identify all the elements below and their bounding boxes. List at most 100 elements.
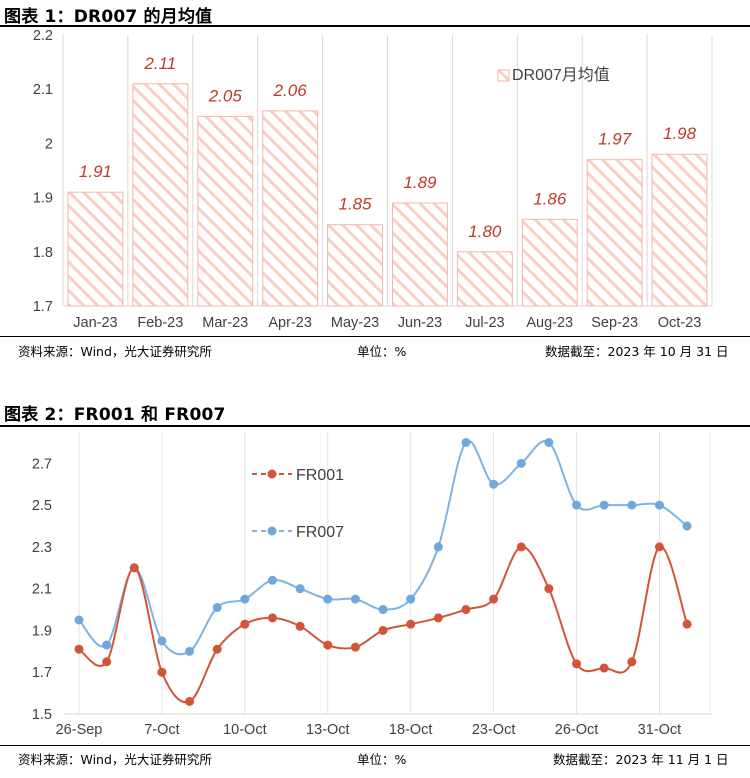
- chart1-source: 资料来源：Wind，光大证券研究所: [18, 344, 212, 359]
- chart1-bar: [262, 110, 319, 307]
- chart2-point-fr001: [433, 613, 443, 623]
- chart1-bottom-rule: [0, 336, 750, 337]
- chart2-legend-marker: [267, 526, 277, 536]
- chart2-unit: 单位：%: [357, 752, 407, 767]
- chart1-y-tick: 2.2: [33, 28, 53, 44]
- chart2-point-fr007: [185, 646, 195, 656]
- chart1-x-tick: Oct-23: [658, 315, 702, 331]
- chart2-y-tick: 1.9: [32, 623, 52, 639]
- chart1-data-label: 1.97: [598, 130, 632, 149]
- chart2-legend-marker: [267, 469, 277, 479]
- chart2-point-fr007: [572, 500, 582, 510]
- chart2-point-fr007: [682, 521, 692, 531]
- chart2-point-fr001: [654, 542, 664, 552]
- chart1-legend-label: DR007月均值: [512, 66, 610, 84]
- chart2-point-fr001: [627, 657, 637, 667]
- chart1-top-rule: [0, 25, 750, 27]
- chart1-y-tick: 1.7: [33, 299, 53, 315]
- chart1-y-tick: 2.1: [33, 82, 53, 98]
- chart2-point-fr007: [378, 605, 388, 615]
- chart2-legend: FR001 FR007: [252, 467, 344, 541]
- chart1-data-label: 1.86: [533, 189, 567, 208]
- chart2-x-tick: 26-Sep: [56, 722, 103, 738]
- chart1-bar: [197, 115, 254, 307]
- chart2-x-tick: 18-Oct: [389, 722, 433, 738]
- chart2-line-chart: 1.5 1.7 1.9 2.1 2.3 2.5 2.7 26-Sep 7-Oct 10-Oct 1…: [32, 432, 712, 738]
- chart1-bar-chart: 1.91 2.11 2.05 2.06 1.85 1.89 1.80 1.86 1.97 1.98…: [33, 28, 713, 331]
- chart1-legend: DR007月均值: [497, 66, 610, 84]
- chart2-legend-label: FR007: [296, 524, 344, 541]
- chart2-point-fr001: [516, 542, 526, 552]
- chart2-point-fr001: [461, 605, 471, 615]
- chart2-y-tick: 1.7: [32, 665, 52, 681]
- chart2-point-fr001: [267, 613, 277, 623]
- chart2-y-tick: 2.5: [32, 498, 52, 514]
- chart1-legend-swatch: [497, 69, 510, 82]
- chart2-x-tick: 26-Oct: [555, 722, 599, 738]
- chart1-x-tick: Feb-23: [137, 315, 183, 331]
- chart1-bar: [651, 153, 708, 307]
- chart2-point-fr007: [212, 602, 222, 612]
- chart1-y-tick: 2: [45, 136, 53, 152]
- chart1-y-tick: 1.9: [33, 191, 53, 207]
- chart1-x-tick: Jul-23: [465, 315, 505, 331]
- chart2-point-fr007: [599, 500, 609, 510]
- chart2-series-line-fr001: [78, 545, 689, 704]
- chart2-source: 资料来源：Wind，光大证券研究所: [18, 752, 212, 767]
- chart2-point-fr001: [378, 625, 388, 635]
- chart2-series-line-fr007: [78, 440, 688, 656]
- chart2-x-tick: 10-Oct: [223, 722, 267, 738]
- chart2-point-fr001: [212, 644, 222, 654]
- chart2-point-fr007: [102, 640, 112, 650]
- chart1-unit: 单位：%: [357, 344, 407, 359]
- chart1-x-tick: Aug-23: [526, 315, 573, 331]
- chart2-point-fr001: [157, 667, 167, 677]
- chart2-point-fr007: [516, 458, 526, 468]
- chart2-point-fr001: [406, 619, 416, 629]
- chart1-bar: [521, 218, 578, 307]
- chart2-legend-label: FR001: [296, 467, 344, 484]
- chart2-y-tick: 2.1: [32, 582, 52, 598]
- chart2-point-fr007: [350, 594, 360, 604]
- chart2-point-fr001: [129, 563, 139, 573]
- chart2-point-fr007: [627, 500, 637, 510]
- chart1-data-label: 1.80: [468, 222, 502, 241]
- chart2-point-fr001: [185, 696, 195, 706]
- chart1-x-tick: Mar-23: [202, 315, 248, 331]
- chart2-point-fr001: [599, 663, 609, 673]
- chart1-bar: [132, 83, 189, 307]
- chart1-x-tick: Sep-23: [591, 315, 638, 331]
- chart2-y-tick: 2.7: [32, 456, 52, 472]
- chart2-x-tick: 23-Oct: [472, 722, 516, 738]
- chart1-data-label: 1.91: [79, 162, 112, 181]
- chart2-point-fr001: [544, 584, 554, 594]
- chart2-date: 数据截至：2023 年 11 月 1 日: [553, 752, 729, 767]
- chart2-point-fr007: [267, 575, 277, 585]
- chart1-x-tick: May-23: [331, 315, 379, 331]
- chart2-title: 图表 2：FR001 和 FR007: [4, 405, 226, 425]
- chart2-point-fr007: [489, 479, 499, 489]
- chart2-point-fr007: [157, 636, 167, 646]
- chart2-x-tick: 13-Oct: [306, 722, 350, 738]
- chart2-point-fr007: [74, 615, 84, 625]
- chart2-point-fr007: [295, 584, 305, 594]
- chart1-data-label: 2.06: [273, 81, 308, 100]
- chart2-point-fr007: [654, 500, 664, 510]
- chart2-point-fr001: [350, 642, 360, 652]
- chart1-y-tick: 1.8: [33, 245, 53, 261]
- chart2-x-tick: 31-Oct: [638, 722, 682, 738]
- chart1-bar: [456, 251, 513, 307]
- chart2-point-fr001: [240, 619, 250, 629]
- chart2-y-tick: 2.3: [32, 540, 52, 556]
- chart1-x-tick: Jan-23: [73, 315, 117, 331]
- chart2-bottom-rule: [0, 745, 750, 746]
- chart1-bar: [586, 159, 643, 307]
- chart2-point-fr001: [74, 644, 84, 654]
- chart2-point-fr007: [433, 542, 443, 552]
- chart2-x-tick: 7-Oct: [144, 722, 179, 738]
- chart2-point-fr007: [461, 437, 471, 447]
- chart1-data-label: 2.11: [143, 54, 176, 73]
- chart2-point-fr001: [489, 594, 499, 604]
- chart1-bar: [67, 191, 124, 307]
- chart2-top-rule: [0, 425, 750, 427]
